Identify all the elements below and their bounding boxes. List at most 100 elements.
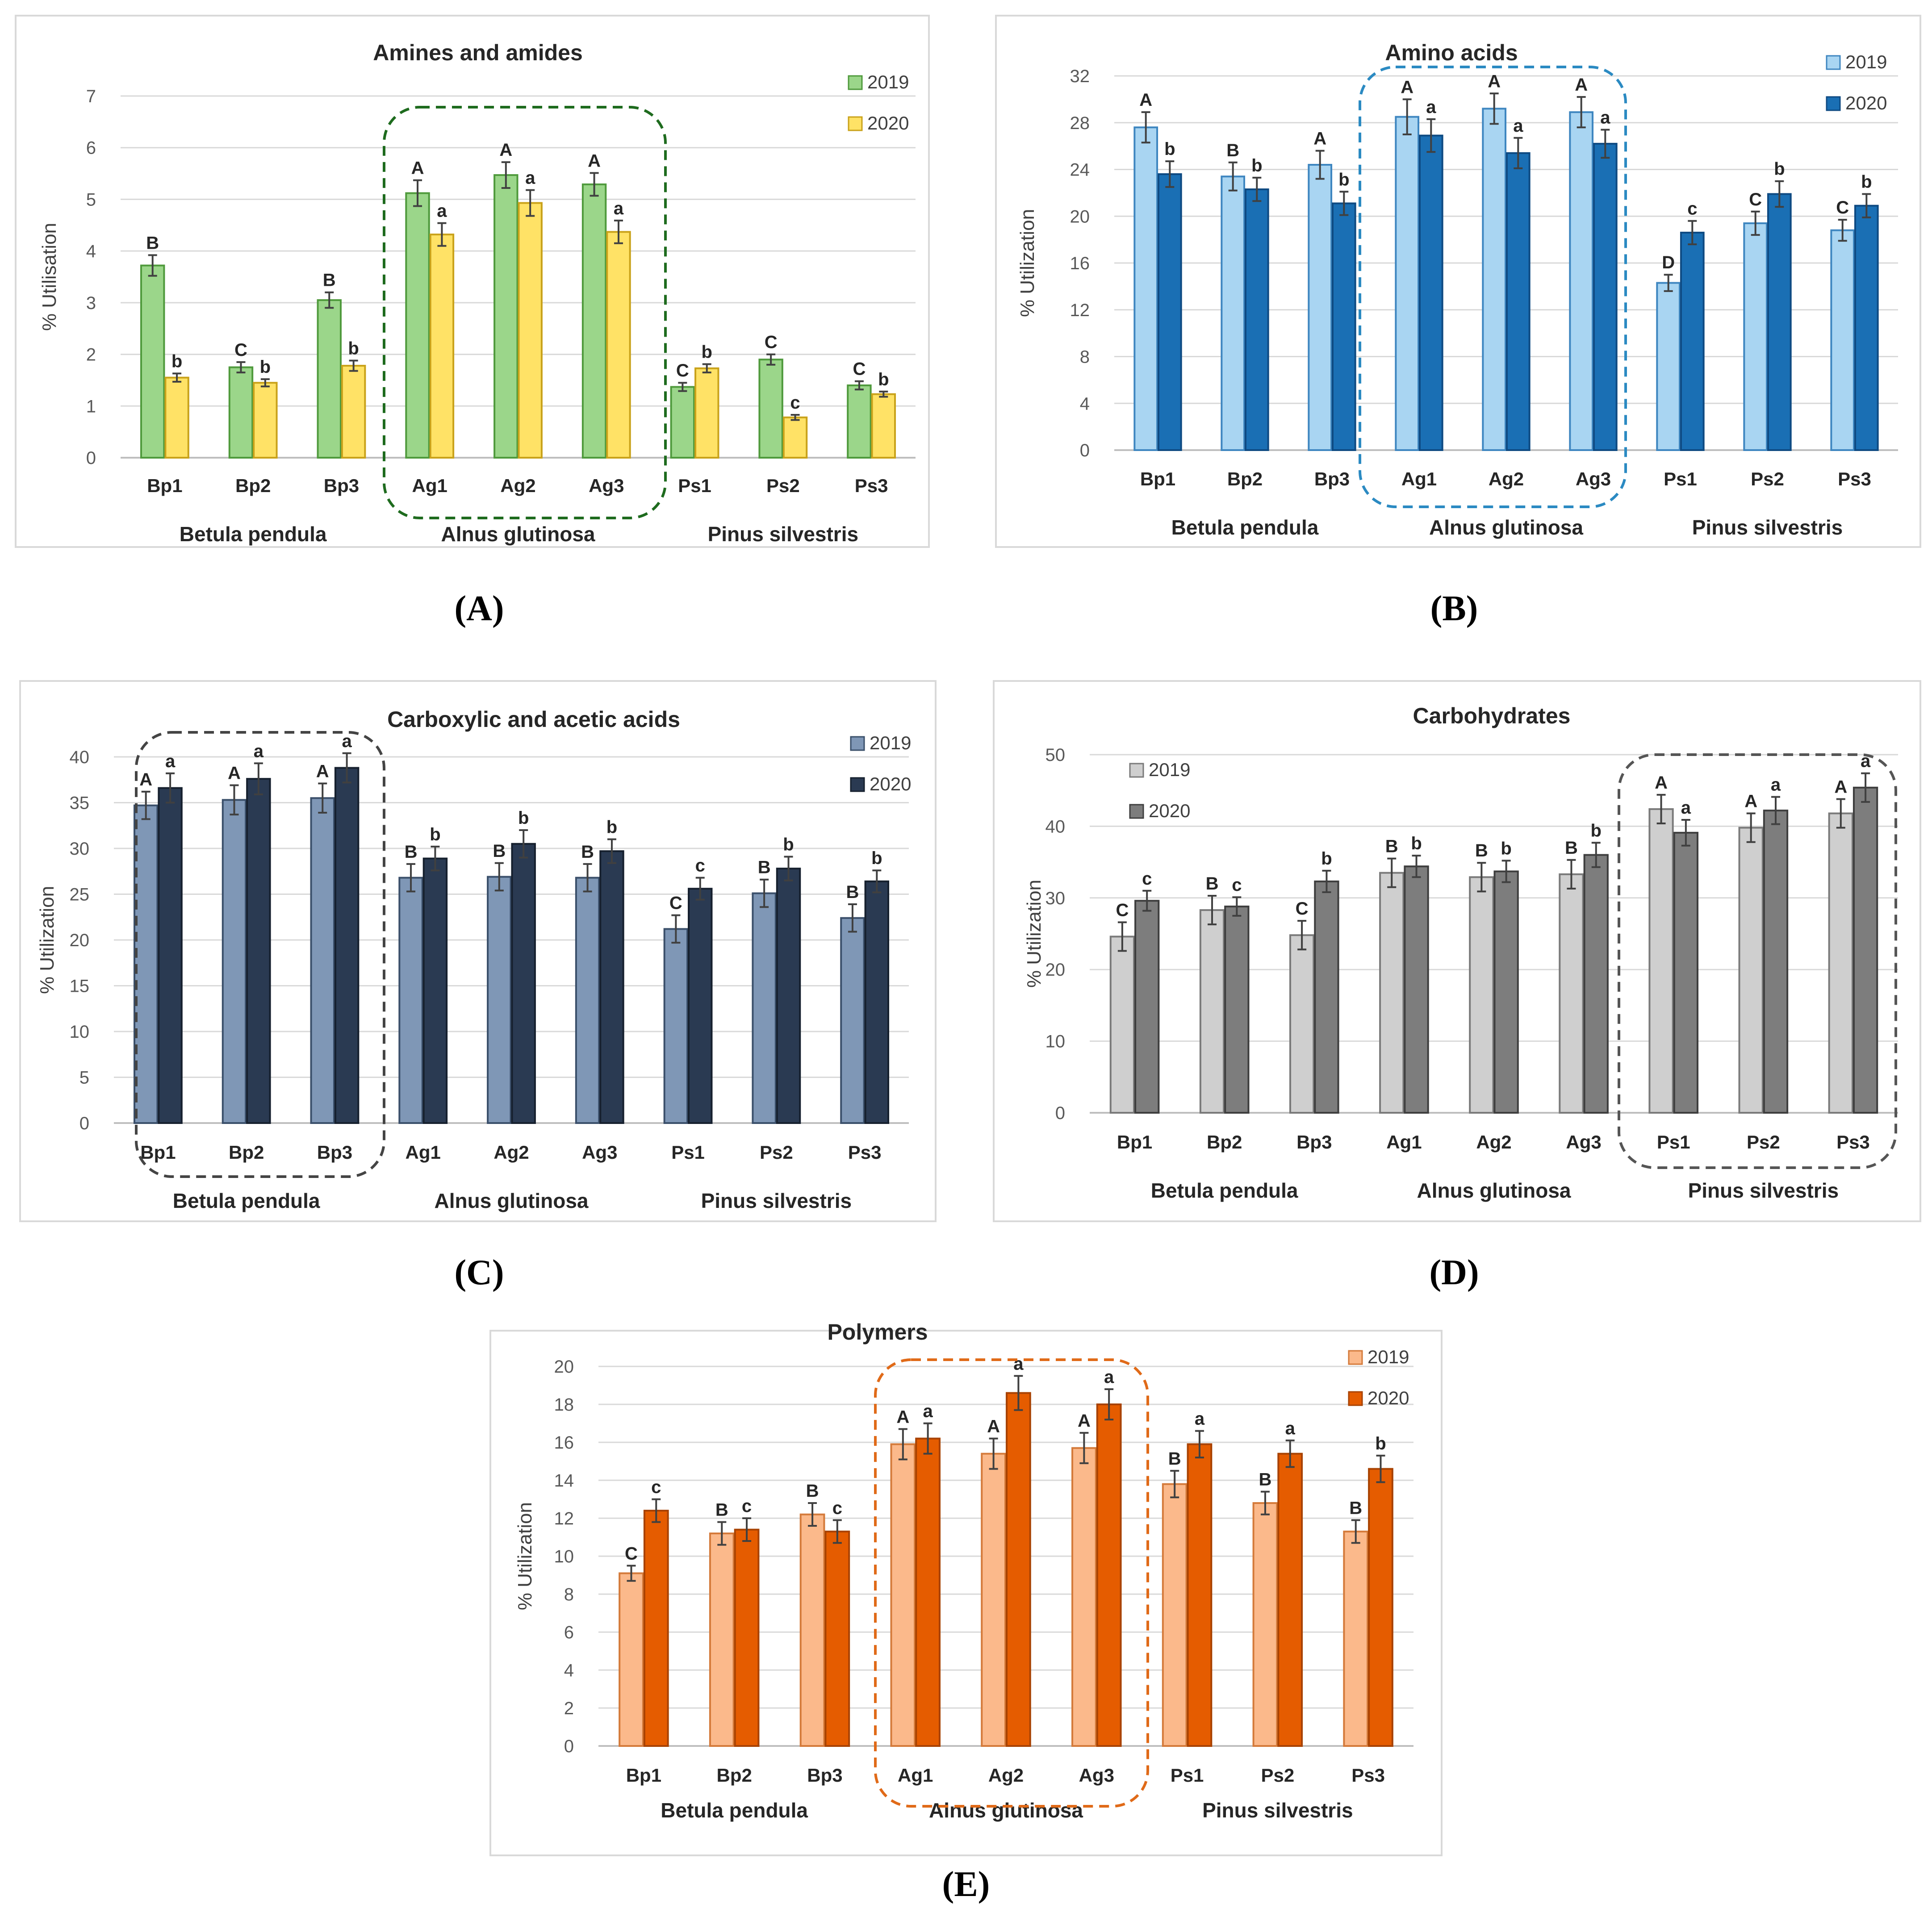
legend-swatch [1129, 763, 1144, 778]
bar-2020 [915, 1437, 941, 1747]
x-tick-label: Ag2 [500, 475, 535, 496]
y-tick-label: 5 [79, 1068, 89, 1088]
bar-2020 [1767, 193, 1792, 451]
panel-label-d: (D) [1429, 1253, 1479, 1292]
significance-letter: B [323, 271, 336, 290]
y-tick-label: 15 [70, 977, 90, 996]
bar-2020 [1418, 134, 1443, 451]
x-tick-label: Bp3 [1314, 468, 1350, 489]
group-label: Alnus glutinosa [441, 522, 595, 546]
bar-2020 [694, 367, 719, 459]
significance-letter: C [1836, 198, 1849, 217]
chart-title: Carbohydrates [1413, 703, 1571, 728]
significance-letter: a [1013, 1354, 1024, 1374]
group-label: Alnus glutinosa [929, 1799, 1083, 1822]
significance-letter: b [1411, 834, 1422, 853]
bar-2020 [643, 1510, 669, 1747]
chart-b: 0 4 8 12 16 20 24 28 32 % Utilization Amino acids A… [995, 15, 1921, 548]
panel-label-e: (E) [942, 1865, 990, 1904]
significance-letter: A [499, 140, 512, 160]
bar-2019 [581, 183, 607, 459]
bar-2020 [1583, 854, 1609, 1114]
bar-2020 [1505, 152, 1531, 451]
x-tick-label: Ps2 [1747, 1132, 1780, 1153]
bar-2019 [1738, 827, 1764, 1114]
legend-swatch [848, 116, 863, 131]
bar-2020 [864, 880, 890, 1124]
bar-2019 [1199, 909, 1225, 1114]
significance-letter: a [437, 201, 447, 221]
significance-letter: A [228, 764, 241, 783]
bar-2019 [1308, 164, 1333, 451]
y-tick-label: 20 [554, 1357, 574, 1377]
significance-letter: b [1774, 159, 1785, 179]
y-tick-label: 35 [70, 794, 90, 813]
bar-2019 [487, 876, 512, 1124]
chart-title: Amino acids [1385, 40, 1518, 65]
significance-letter: b [1338, 170, 1349, 189]
y-tick-label: 16 [1070, 254, 1090, 273]
significance-letter: a [1426, 97, 1436, 117]
group-label: Betula pendula [180, 522, 327, 546]
x-tick-label: Ag1 [412, 475, 447, 496]
group-label: Betula pendula [1151, 1179, 1298, 1202]
legend-label: 2020 [1845, 92, 1887, 113]
highlight-box [383, 106, 667, 519]
bar-2020 [599, 850, 624, 1124]
highlight-box [135, 731, 385, 1178]
chart-c: 0 5 10 15 20 25 30 35 40 % Utilization Carboxylic … [19, 680, 937, 1222]
significance-letter: b [1321, 849, 1332, 869]
y-tick-label: 2 [564, 1699, 574, 1718]
bar-2020 [871, 393, 896, 459]
bar-2019 [317, 299, 342, 459]
group-label: Betula pendula [1171, 516, 1319, 539]
bar-2020 [1224, 906, 1250, 1114]
y-tick-label: 30 [1045, 889, 1066, 908]
legend-label: 2019 [1367, 1346, 1409, 1367]
bar-2020 [1006, 1392, 1031, 1747]
bar-2020 [511, 843, 536, 1124]
y-tick-label: 50 [1045, 745, 1066, 765]
group-label: Betula pendula [661, 1799, 808, 1822]
x-tick-label: Ag3 [1576, 468, 1611, 489]
significance-letter: B [806, 1481, 819, 1501]
x-tick-label: Bp2 [229, 1142, 264, 1163]
bar-2020 [422, 857, 448, 1124]
y-tick-label: 20 [1045, 960, 1066, 980]
group-label: Alnus glutinosa [435, 1189, 589, 1212]
significance-letter: A [987, 1417, 1000, 1437]
bar-2019 [1162, 1483, 1188, 1747]
bar-2019 [758, 359, 783, 459]
significance-letter: a [614, 199, 624, 218]
bar-2019 [1648, 808, 1674, 1114]
bar-2019 [1828, 812, 1853, 1114]
significance-letter: b [871, 848, 882, 868]
bar-2019 [310, 797, 335, 1124]
x-tick-label: Bp2 [716, 1765, 752, 1786]
bar-2019 [1743, 222, 1768, 451]
y-tick-label: 16 [554, 1433, 574, 1453]
bar-2019 [890, 1443, 916, 1747]
significance-letter: C [676, 361, 689, 380]
significance-letter: c [695, 856, 705, 876]
bar-2019 [222, 799, 247, 1124]
significance-letter: A [316, 761, 329, 781]
bar-2019 [1221, 175, 1246, 451]
y-tick-label: 20 [70, 931, 90, 950]
y-tick-label: 8 [1080, 347, 1090, 367]
highlight-box [1359, 66, 1627, 508]
significance-letter: b [260, 357, 271, 377]
x-tick-label: Bp1 [1140, 468, 1175, 489]
significance-letter: a [1513, 116, 1523, 136]
bar-2019 [493, 174, 519, 459]
y-axis-label: % Utilization [514, 1502, 536, 1610]
group-label: Pinus silvestris [708, 522, 859, 546]
x-tick-label: Ag1 [1401, 468, 1437, 489]
bar-2020 [1157, 173, 1182, 451]
bar-2019 [133, 804, 159, 1124]
bar-2019 [1482, 108, 1507, 451]
bar-2019 [1379, 872, 1405, 1114]
legend-label: 2020 [1149, 800, 1190, 821]
x-tick-label: Ps2 [760, 1142, 793, 1163]
significance-letter: c [1142, 869, 1152, 889]
